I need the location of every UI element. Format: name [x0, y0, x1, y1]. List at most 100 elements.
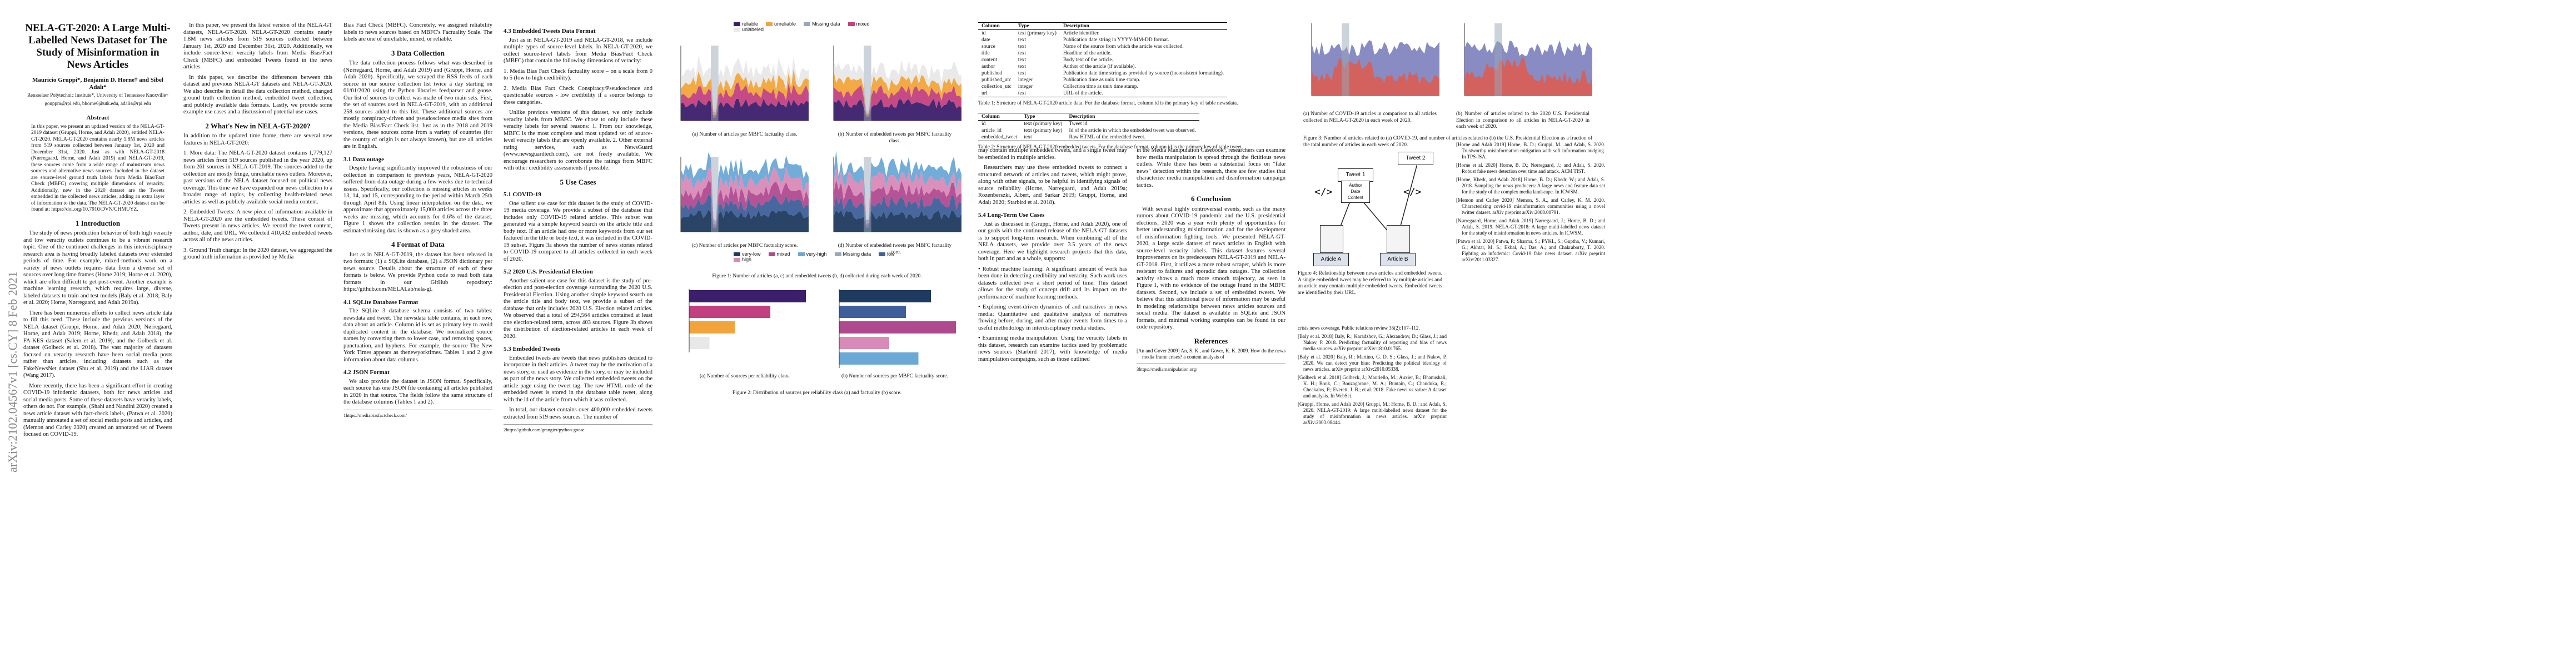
legend-swatch: [804, 22, 811, 27]
body-paragraph: Bias Fact Check (MBFC). Concretely, we a…: [343, 22, 492, 42]
table-header: Type: [1020, 113, 1066, 121]
list-item: 2. Embedded Tweets: A new piece of infor…: [183, 209, 332, 243]
table-cell: content: [981, 57, 997, 63]
series-area: [681, 56, 809, 112]
missing-data-band: [864, 157, 871, 232]
legend-swatch: [766, 22, 773, 27]
legend-label: high: [742, 257, 752, 262]
intro-heading: 1 Introduction: [75, 218, 121, 227]
embedded-format-heading: 4.3 Embedded Tweets Data Format: [504, 28, 596, 34]
table-cell: title: [981, 51, 990, 56]
table-row: id text (primary key) Tweet id.: [978, 120, 1199, 127]
table2-caption: Table 2: Structure of NELA-GT-2020 embed…: [978, 144, 1243, 150]
intro-paragraph: The study of news production behavior of…: [23, 230, 172, 306]
body-paragraph: One salient use case for this dataset is…: [504, 200, 652, 262]
column-5: may contain multiple embedded tweets, an…: [978, 147, 1127, 366]
references-heading: References: [1194, 336, 1228, 345]
legend-entry: mixed: [848, 21, 870, 27]
column-4: 4.3 Embedded Tweets Data Format Just as …: [504, 22, 652, 434]
legend-label: very-high: [806, 251, 827, 257]
format-heading: 4 Format of Data: [391, 240, 445, 248]
bar: [689, 306, 771, 318]
column-3: Bias Fact Check (MBFC). Concretely, we a…: [343, 22, 492, 419]
series-area: [834, 71, 961, 115]
series-area: [834, 180, 961, 226]
table-cell: id: [981, 31, 986, 36]
table-cell: text (primary key): [1024, 127, 1063, 133]
connector-line: [1397, 163, 1418, 237]
embedded-tweets-heading: 5.3 Embedded Tweets: [504, 346, 560, 352]
body-paragraph: In total, our dataset contains over 400,…: [504, 407, 652, 420]
series-area: [834, 166, 961, 224]
table-cell: Collection time as unix time stamp.: [1063, 84, 1139, 89]
reference: [Baly et al. 2018] Baly, R.; Karadzhov, …: [1298, 334, 1447, 351]
figure-1: reliable unreliable Missing data mixed unlab…: [667, 18, 967, 446]
reference: [Golbeck et al. 2018] Golbeck, J.; Mauri…: [1298, 375, 1447, 399]
bar: [839, 306, 906, 318]
table1-caption: Table 1: Structure of NELA-GT-2020 artic…: [978, 101, 1238, 106]
column-1: NELA-GT-2020: A Large Multi-Labelled New…: [23, 22, 172, 442]
legend-entry: reliable: [734, 21, 758, 27]
body-paragraph: The data collection process follows what…: [343, 60, 492, 150]
abstract-text: In this paper, we present an updated ver…: [31, 123, 165, 213]
table-row: url text URL of the article.: [978, 90, 1228, 97]
intro-paragraph: In this paper, we describe the differenc…: [183, 74, 332, 116]
legend-swatch: [734, 28, 740, 32]
table-row: embedded_tweet text Raw HTML of the embedd…: [978, 133, 1199, 141]
tables-block: Column Type Description id text (primary ke…: [978, 22, 1278, 151]
table-cell: Id of the article in which the embedded …: [1069, 127, 1196, 133]
fig1-legend: reliable unreliable Missing data mixed unlab…: [734, 21, 911, 32]
table-cell: Body text of the article.: [1063, 57, 1113, 63]
body-paragraph: Despite having significantly improved th…: [343, 165, 492, 234]
table-cell: text: [1018, 57, 1027, 63]
code-icon: </>: [1403, 186, 1422, 198]
legend-entry: Missing data: [834, 251, 871, 257]
body-paragraph: Unlike previous versions of this dataset…: [504, 109, 652, 171]
election-heading: 5.2 2020 U.S. Presidential Election: [504, 268, 593, 275]
reference: [Horne et al. 2020] Horne, B. D.; Nørreg…: [1456, 162, 1605, 174]
fig1-legend-2: very-low mixed very-high Missing data low hig…: [734, 251, 911, 262]
legend-swatch: [798, 252, 805, 257]
legend-label: very-low: [742, 251, 761, 257]
series-area: [834, 194, 961, 228]
bar: [689, 337, 710, 349]
fig3a-caption: (a) Number of COVID-19 articles in compa…: [1303, 111, 1437, 123]
fig2a-chart: [689, 289, 806, 352]
list-item: 1. Media Bias Fact Check factuality scor…: [504, 68, 652, 82]
column-6: in the Media Manipulation Casebook³, res…: [1137, 147, 1285, 373]
arxiv-stamp: arXiv:2102.04567v1 [cs.CY] 8 Feb 2021: [6, 271, 19, 472]
body-paragraph: Another salient use case for this datase…: [504, 277, 652, 340]
list-item: • Examining media manipulation: Using th…: [978, 335, 1127, 362]
body-paragraph: Just as discussed in (Gruppi, Horne, and…: [978, 221, 1127, 262]
table-cell: text: [1018, 37, 1027, 43]
fig1a-chart: [680, 46, 809, 121]
footnote: 3https://mediamanipulation.org/: [1137, 364, 1285, 373]
fig1d-caption: (d) Number of embedded tweets per MBFC f…: [838, 243, 952, 255]
fig2-caption: Figure 2: Distribution of sources per re…: [732, 390, 902, 396]
series-area: [834, 151, 961, 222]
fig3-caption: Figure 3: Number of articles related to …: [1303, 136, 1592, 148]
table-cell: published: [981, 71, 1002, 76]
legend-swatch: [734, 258, 740, 262]
abstract-heading: Abstract: [86, 115, 109, 121]
table-row: title text Headline of the article.: [978, 50, 1227, 57]
table-cell: integer: [1018, 77, 1033, 83]
legend-label: low: [887, 251, 895, 257]
fig1c-chart: [680, 152, 809, 232]
reference: [An and Gover 2009] An, S. K., and Gover…: [1137, 348, 1285, 360]
body-paragraph: Researchers may use these embedded tweet…: [978, 165, 1127, 206]
missing-data-band: [864, 46, 871, 121]
table-cell: text: [1018, 51, 1027, 56]
reference: [Patwa et al. 2020] Patwa, P.; Sharma, S…: [1456, 238, 1605, 262]
table-cell: URL of the article.: [1059, 90, 1228, 97]
series-area: [834, 59, 961, 113]
fig1a-caption: (a) Number of articles per MBFC factuali…: [692, 132, 798, 137]
table-header: Column: [978, 113, 1021, 121]
table-row: article_id text (primary key) Id of the ar…: [978, 127, 1199, 134]
missing-data-band: [1494, 23, 1502, 96]
table-cell: date: [981, 37, 990, 43]
table-cell: Publication time as unix time stamp.: [1063, 77, 1140, 83]
legend-swatch: [879, 252, 886, 257]
legend-swatch: [848, 22, 855, 27]
series-area: [834, 84, 961, 117]
